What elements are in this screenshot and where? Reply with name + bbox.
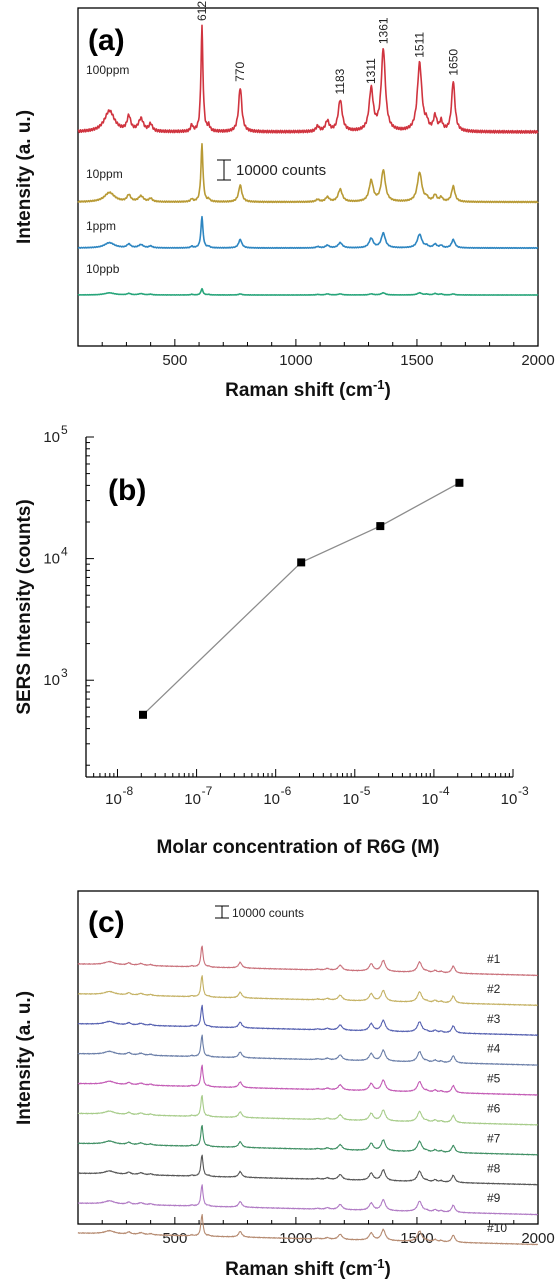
panel-a-series-label: 10ppb <box>86 262 120 276</box>
panel-c-spectrum-line <box>77 1034 539 1066</box>
panel-b-x-tick-label: 10 <box>105 791 122 808</box>
panel-c-spectra <box>77 945 539 1246</box>
panel-a-peak-label: 612 <box>195 1 209 21</box>
panel-c-x-axis-title: Raman shift (cm-1) <box>225 1256 391 1280</box>
panel-a-x-axis-title: Raman shift (cm-1) <box>225 377 391 401</box>
panel-a-peak-label: 1361 <box>376 17 390 44</box>
panel-b-x-tick-label: 10 <box>263 791 280 808</box>
panel-c-spectrum-line <box>77 1064 538 1096</box>
panel-b-x-tick-exponent: -3 <box>518 784 529 798</box>
panel-a-scale-bar-label: 10000 counts <box>236 162 326 179</box>
panel-b-x-tick-exponent: -5 <box>360 784 371 798</box>
panel-a-spectrum-line <box>77 24 539 134</box>
panel-b-x-tick-label: 10 <box>184 791 201 808</box>
panel-b-y-tick-exponent: 4 <box>61 545 68 559</box>
panel-b-y-tick-label: 10 <box>43 429 60 446</box>
panel-c-series-label: #10 <box>487 1221 507 1235</box>
panel-b-x-tick-label: 10 <box>342 791 359 808</box>
panel-c-x-tick-label: 1500 <box>400 1230 433 1247</box>
panel-a-x-tick-label: 2000 <box>521 352 554 369</box>
panel-c-scale-bar-label: 10000 counts <box>232 906 304 920</box>
panel-b-x-tick-label: 10 <box>422 791 439 808</box>
panel-a-series-label: 10ppm <box>86 167 123 181</box>
panel-a-scale-bar: 10000 counts <box>217 159 326 181</box>
panel-c-series-label: #4 <box>487 1042 501 1056</box>
panel-c-series-label: #7 <box>487 1131 501 1145</box>
panel-c-x-tick-label: 2000 <box>521 1230 554 1247</box>
panel-a-series-label: 100ppm <box>86 63 129 77</box>
panel-c-scale-bar: 10000 counts <box>215 905 304 920</box>
panel-b-x-tick-exponent: -6 <box>281 784 292 798</box>
panel-b-y-axis-title: SERS Intensity (counts) <box>14 499 35 714</box>
panel-c: 500 1000 1500 2000 #1#2#3#4#5#6#7#8#9#10 (c… <box>14 890 555 1280</box>
panel-c-series-label: #2 <box>487 982 501 996</box>
panel-b-data <box>139 478 464 719</box>
panel-a-peak-label: 1311 <box>364 58 378 84</box>
panel-a-x-tick-label: 1500 <box>400 352 433 369</box>
panel-b-x-tick-exponent: -7 <box>202 784 213 798</box>
panel-c-y-axis-title: Intensity (a. u.) <box>14 991 35 1125</box>
panel-a-x-tick-label: 1000 <box>279 352 312 369</box>
panel-a-peak-label: 770 <box>233 62 247 82</box>
panel-b-y-tick-label: 10 <box>43 672 60 689</box>
panel-b-y-tick-exponent: 3 <box>61 666 68 680</box>
panel-c-spectrum-line <box>77 1213 539 1246</box>
panel-c-spectrum-line <box>77 975 538 1007</box>
panel-c-series-label: #3 <box>487 1012 501 1026</box>
panel-a-peak-label: 1183 <box>333 68 347 94</box>
panel-b-data-line <box>142 482 460 716</box>
panel-a-peak-labels: 612 770 1183 1311 1361 1511 1650 <box>195 1 460 95</box>
panel-c-series-label: #6 <box>487 1102 501 1116</box>
panel-a-peak-label: 1511 <box>413 32 427 58</box>
panel-c-spectrum-line <box>77 1094 539 1126</box>
panel-c-spectrum-line <box>77 1124 539 1156</box>
panel-b-x-tick-exponent: -8 <box>122 784 133 798</box>
panel-a-spectrum-line <box>77 287 539 296</box>
panel-c-spectrum-line <box>77 1004 539 1037</box>
panel-a-series-labels: 100ppm 10ppm 1ppm 10ppb <box>86 63 129 276</box>
panel-b-y-tick-label: 10 <box>43 551 60 568</box>
panel-a-spectrum-line <box>77 143 539 204</box>
panel-c-x-tick-label: 500 <box>162 1230 187 1247</box>
panel-c-series-labels: #1 #2 #3 #4 #5 #6 #7 #8 #9 #10 <box>487 952 507 1235</box>
panel-c-series-label: #9 <box>487 1191 501 1205</box>
panel-a-spectrum-line <box>77 215 539 250</box>
panel-c-series-label: #8 <box>487 1161 501 1175</box>
panel-a-label: (a) <box>88 24 125 57</box>
panel-b-y-tick-exponent: 5 <box>61 423 68 437</box>
panel-a-series-label: 1ppm <box>86 219 116 233</box>
panel-b-data-point <box>297 558 306 567</box>
panel-b-data-point <box>139 710 147 719</box>
panel-b-label: (b) <box>108 474 146 507</box>
panel-b-x-tick-label: 10 <box>501 791 518 808</box>
panel-c-spectrum-line <box>77 1184 539 1216</box>
panel-c-spectrum-line <box>77 945 539 977</box>
panel-c-spectrum-line <box>77 1154 538 1186</box>
panel-b-x-ticks: 10 -8 10 -7 10 -6 10 -5 10 -4 10 -3 <box>85 769 529 808</box>
panel-c-series-label: #1 <box>487 952 501 966</box>
panel-c-plot-frame <box>77 890 539 1225</box>
panel-a-y-axis-title: Intensity (a. u.) <box>14 110 35 244</box>
panel-a-x-tick-label: 500 <box>162 352 187 369</box>
panel-b-data-point <box>376 522 385 531</box>
panel-c-label: (c) <box>88 906 125 939</box>
panel-a-peak-label: 1650 <box>446 49 460 76</box>
panel-b-x-tick-exponent: -4 <box>439 784 450 798</box>
panel-a: 500 1000 1500 2000 612 770 1183 1311 1361 1511 16… <box>14 1 555 401</box>
panel-b-data-point <box>455 478 464 487</box>
panel-b-x-axis-title: Molar concentration of R6G (M) <box>157 837 440 858</box>
panel-c-series-label: #5 <box>487 1072 501 1086</box>
panel-a-plot-frame <box>77 7 539 347</box>
panel-a-x-ticks: 500 1000 1500 2000 <box>101 339 555 369</box>
panel-a-spectra <box>77 24 539 296</box>
